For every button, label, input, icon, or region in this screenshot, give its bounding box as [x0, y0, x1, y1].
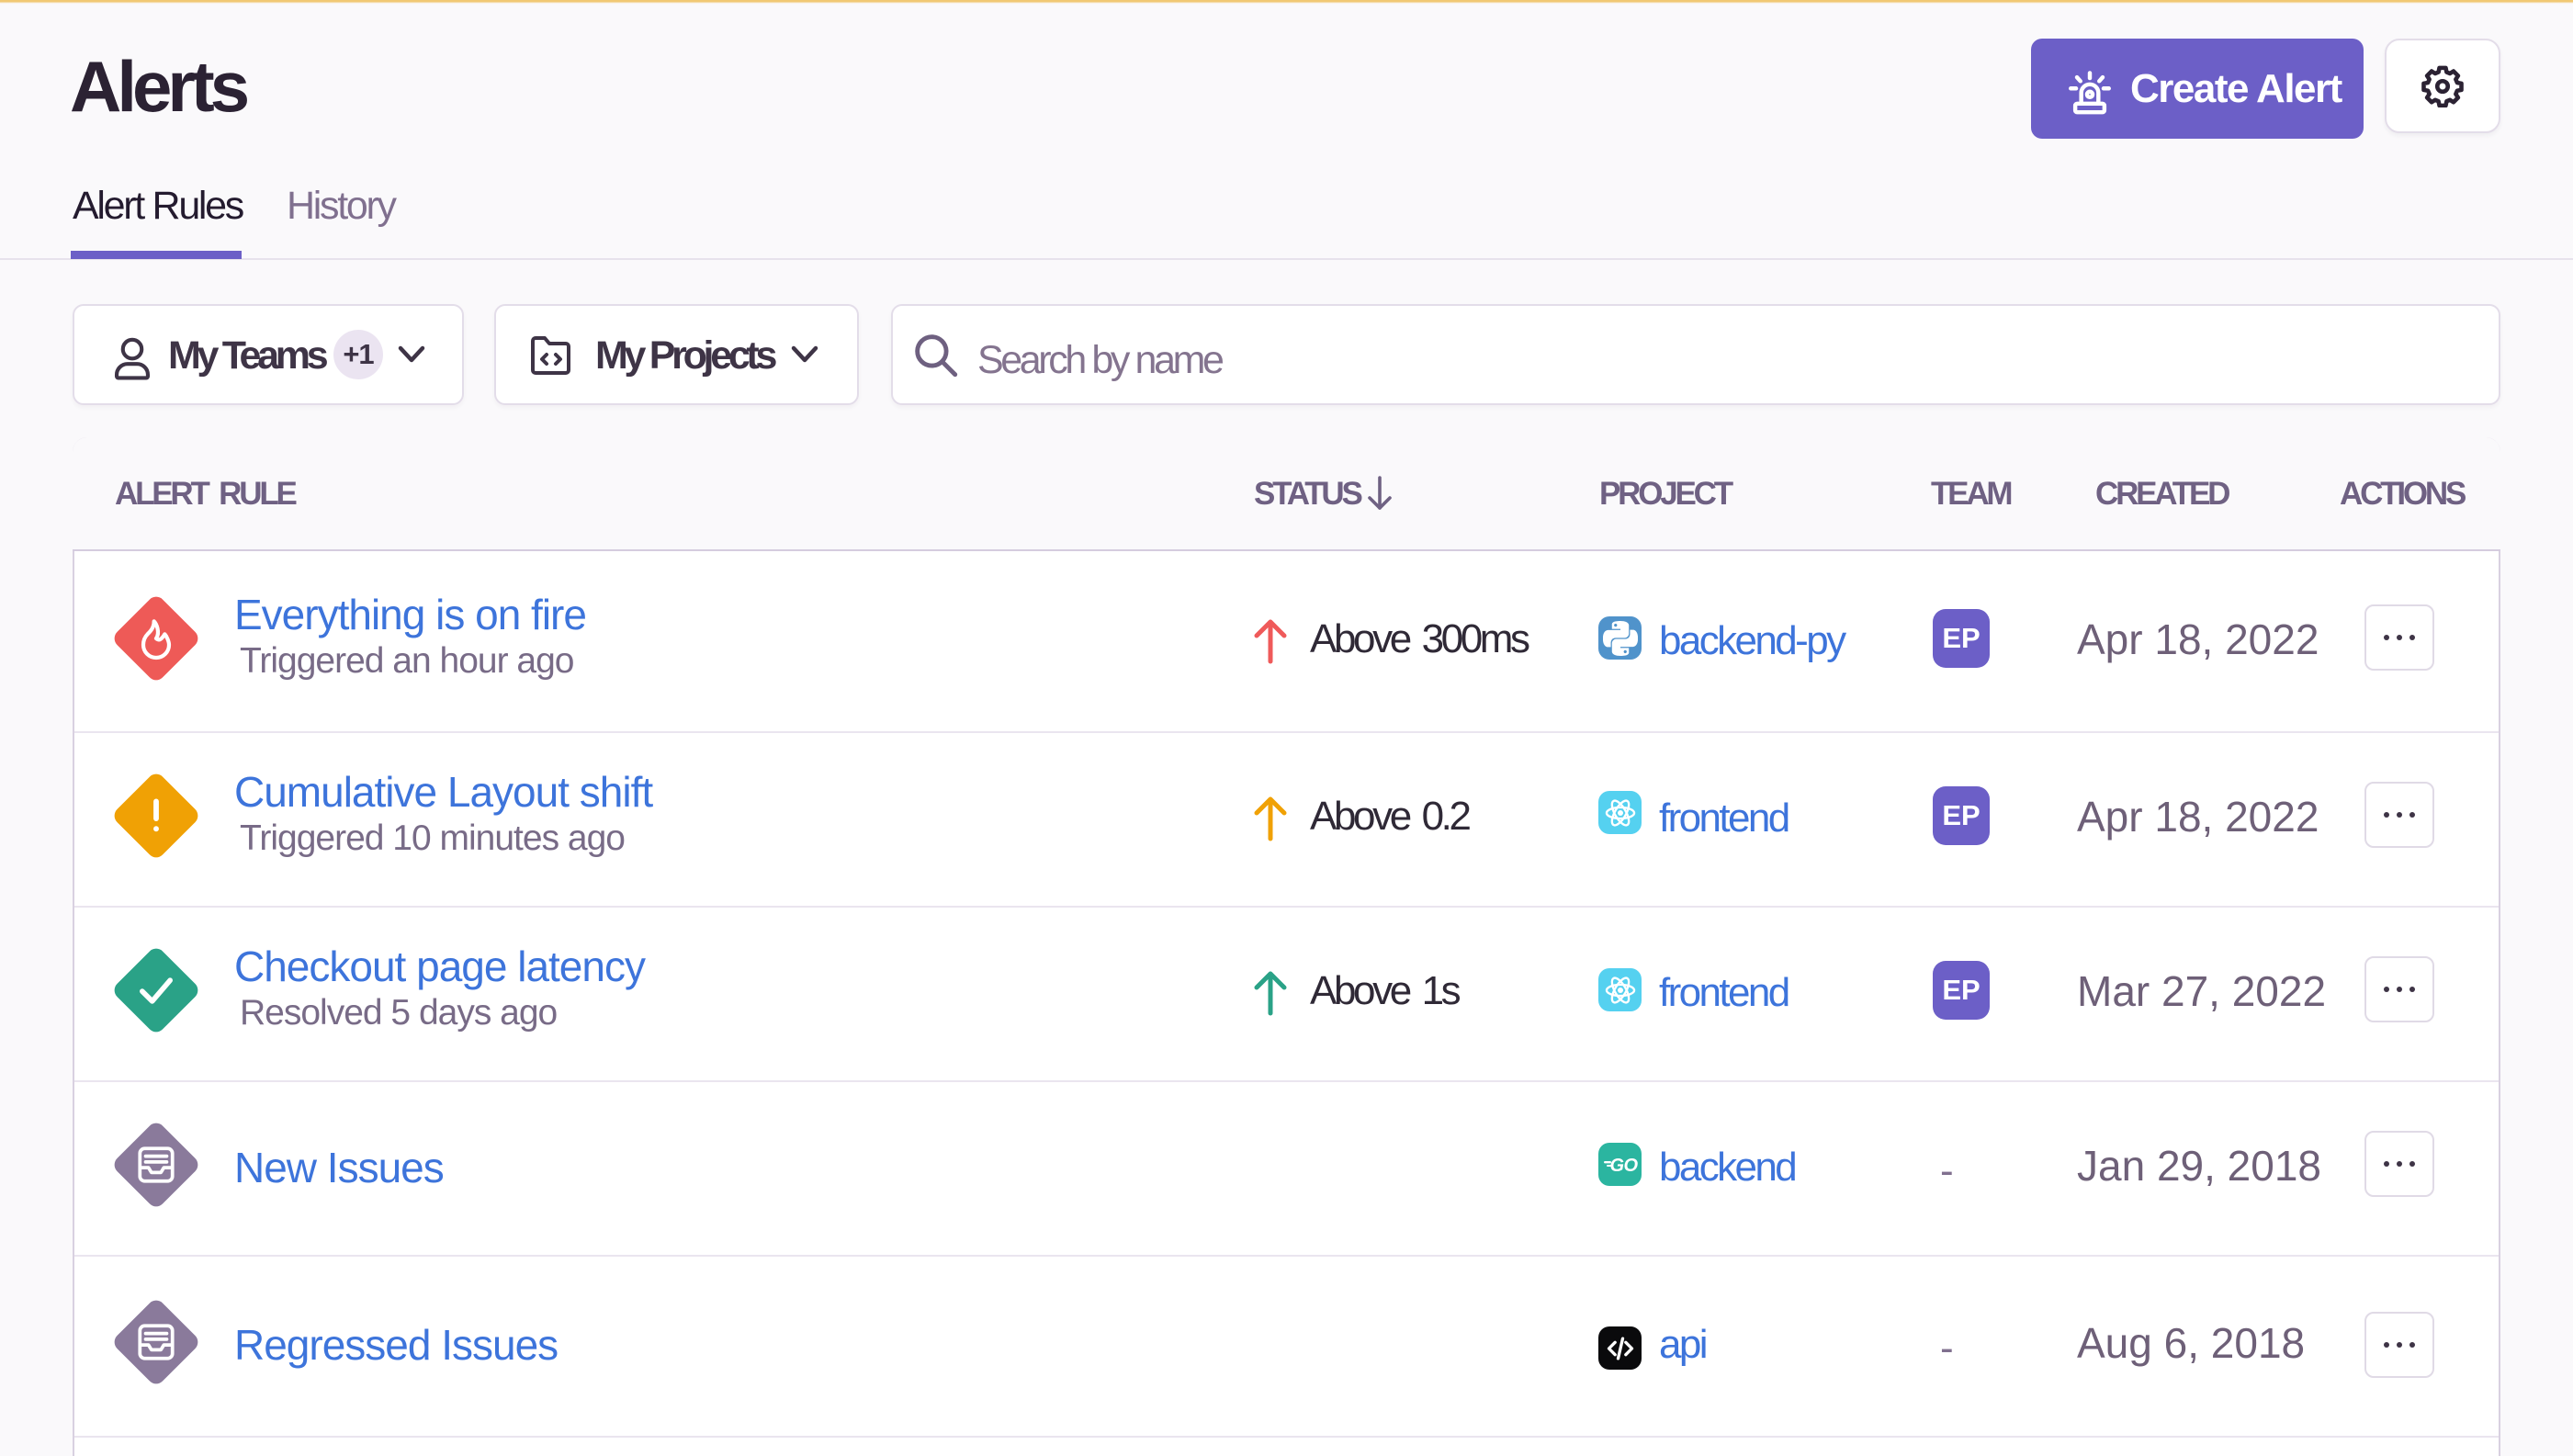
svg-text:GO: GO: [1610, 1156, 1639, 1176]
